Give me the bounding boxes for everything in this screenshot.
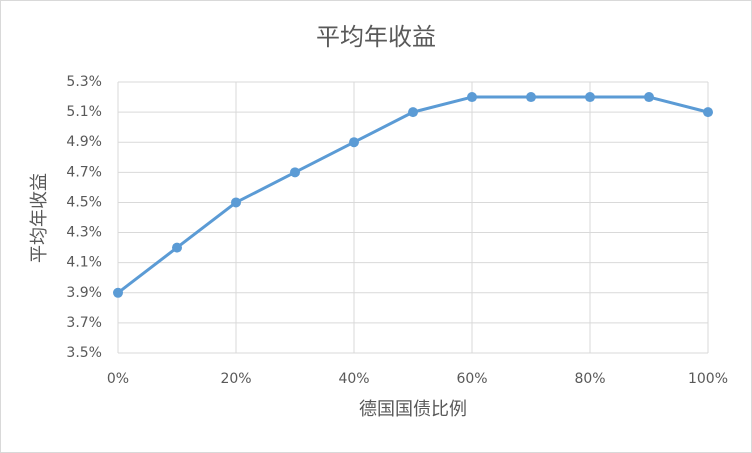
y-axis-label: 平均年收益 — [29, 173, 50, 263]
x-tick-label: 40% — [338, 371, 369, 387]
data-point — [172, 242, 182, 253]
y-tick-label: 4.1% — [66, 255, 102, 271]
data-point — [113, 287, 123, 298]
data-point — [408, 107, 418, 118]
y-tick-label: 4.9% — [66, 134, 102, 150]
data-point — [703, 107, 713, 118]
x-tick-label: 0% — [107, 371, 129, 387]
data-point — [467, 92, 477, 103]
data-point — [290, 167, 300, 178]
x-tick-label: 20% — [220, 371, 251, 387]
y-tick-label: 4.5% — [66, 194, 102, 210]
chart-title: 平均年收益 — [316, 23, 436, 51]
x-tick-label: 80% — [574, 371, 605, 387]
data-point — [585, 92, 595, 103]
y-tick-label: 4.7% — [66, 164, 102, 180]
data-point — [526, 92, 536, 103]
y-tick-label: 4.3% — [66, 225, 102, 241]
data-point — [349, 137, 359, 148]
x-axis-label: 德国国债比例 — [359, 399, 467, 420]
y-tick-label: 5.1% — [66, 104, 102, 120]
x-tick-label: 100% — [688, 371, 728, 387]
y-tick-label: 5.3% — [66, 74, 102, 90]
y-tick-label: 3.9% — [66, 285, 102, 301]
y-tick-label: 3.7% — [66, 315, 102, 331]
y-tick-label: 3.5% — [66, 345, 102, 361]
data-point — [231, 197, 241, 208]
x-tick-label: 60% — [456, 371, 487, 387]
data-point — [644, 92, 654, 103]
